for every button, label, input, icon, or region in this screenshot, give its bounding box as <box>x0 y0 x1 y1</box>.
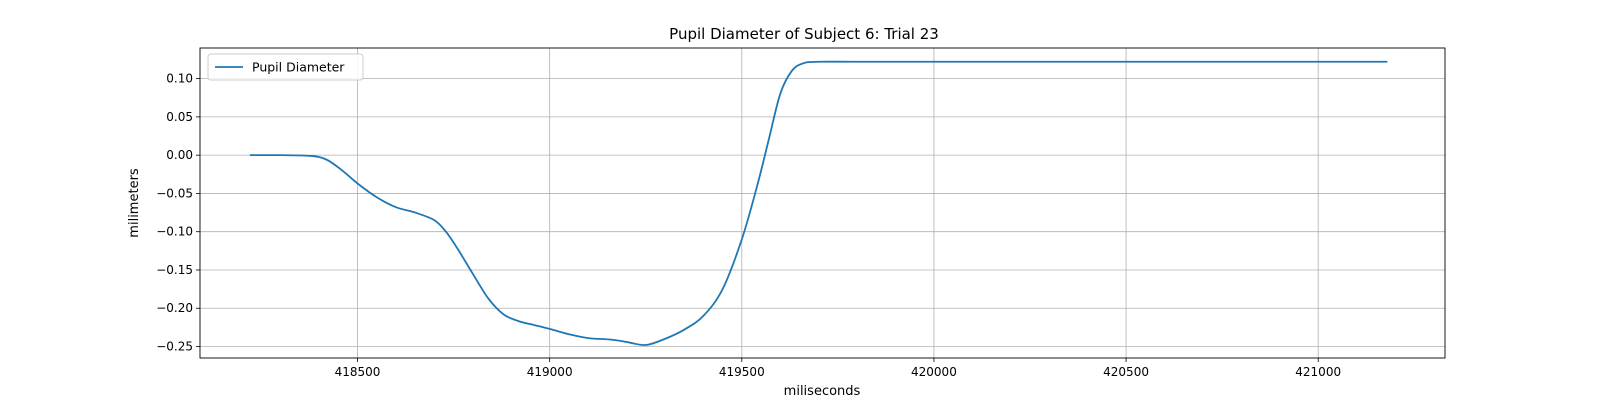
series-line-pupil-diameter <box>249 60 1388 346</box>
x-tick-label: 420500 <box>1103 365 1149 379</box>
legend: Pupil Diameter <box>207 53 364 81</box>
y-tick-label: −0.20 <box>156 301 193 315</box>
x-axis-label: miliseconds <box>784 384 861 399</box>
x-tick-label: 421000 <box>1295 365 1341 379</box>
plot-frame <box>199 47 1446 359</box>
y-axis-ticks: 0.10 0.05 0.00 −0.05 −0.10 −0.15 −0.20 −0.25 <box>156 72 200 354</box>
x-tick-label: 420000 <box>911 365 957 379</box>
x-tick-label: 419500 <box>719 365 765 379</box>
x-tick-label: 419000 <box>527 365 573 379</box>
x-tick-label: 418500 <box>335 365 381 379</box>
series-layer <box>249 60 1388 346</box>
legend-label-pupil-diameter: Pupil Diameter <box>252 60 345 75</box>
y-tick-label: −0.25 <box>156 340 193 354</box>
y-axis-label: milimeters <box>127 168 142 238</box>
y-tick-label: −0.10 <box>156 225 193 239</box>
y-tick-label: −0.15 <box>156 263 193 277</box>
x-axis-ticks: 418500 419000 419500 420000 420500 421000 <box>335 358 1341 379</box>
y-tick-label: −0.05 <box>156 186 193 200</box>
y-tick-label: 0.00 <box>166 148 193 162</box>
grid-lines <box>200 48 1445 358</box>
y-tick-label: 0.10 <box>166 72 193 86</box>
chart-title: Pupil Diameter of Subject 6: Trial 23 <box>669 25 939 43</box>
legend-box <box>207 53 364 81</box>
y-tick-label: 0.05 <box>166 110 193 124</box>
